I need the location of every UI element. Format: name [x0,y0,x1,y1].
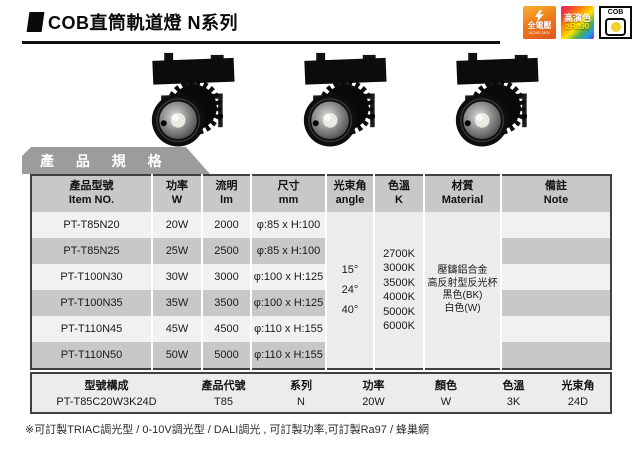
model-col-series: 系列 [266,373,336,394]
section-tab-specs: 產 品 規 格 [22,147,210,174]
model-val-composition: PT-T85C20W3K24D [31,394,181,413]
section-tab-label: 產 品 規 格 [40,152,171,169]
model-value-row: PT-T85C20W3K24D T85 N 20W W 3K 24D [31,394,611,413]
table-row: PT-T110N45 45W 4500 φ:110 x H:155 [31,316,611,342]
table-row: PT-T100N30 30W 3000 φ:100 x H:125 [31,264,611,290]
cell-lumen: 5000 [201,342,251,369]
table-row: PT-T110N50 50W 5000 φ:110 x H:155 [31,342,611,369]
cell-model: PT-T110N45 [31,316,152,342]
cell-material: 壓鑄鋁合金 高反射型反光杯 黑色(BK) 白色(W) [423,212,501,369]
customization-note: ※可訂製TRIAC調光型 / 0-10V調光型 / DALI調光 , 可訂製功率… [25,424,430,436]
cell-lumen: 3000 [201,264,251,290]
cell-size: φ:100 x H:125 [250,290,326,316]
cell-note [500,342,611,369]
table-row: PT-T100N35 35W 3500 φ:100 x H:125 [31,290,611,316]
col-header-power: 功率 W [151,175,202,212]
model-col-power: 功率 [336,373,411,394]
cell-power: 50W [151,342,202,369]
full-voltage-label: 全電壓 [527,21,552,31]
cob-badge: COB [599,6,632,39]
cell-model: PT-T100N30 [31,264,152,290]
lightning-icon [534,10,544,23]
title-square-icon [26,12,45,32]
cri-value-label: ≥Ra90 [565,22,590,32]
col-header-lumen: 流明 lm [201,175,251,212]
cell-model: PT-T110N50 [31,342,152,369]
cell-size: φ:110 x H:155 [250,342,326,369]
model-val-color: W [411,394,481,413]
cell-power: 45W [151,316,202,342]
col-header-model: 產品型號 Item NO. [31,175,152,212]
model-val-angle: 24D [546,394,611,413]
cell-beam-angles: 15° 24° 40° [325,212,374,369]
model-header-row: 型號構成 產品代號 系列 功率 顏色 色溫 光束角 [31,373,611,394]
cell-model: PT-T100N35 [31,290,152,316]
page-title: COB直筒軌道燈 N系列 [48,13,238,33]
cell-size: φ:100 x H:125 [250,264,326,290]
cell-size: φ:85 x H:100 [250,212,326,238]
cell-note [500,238,611,264]
model-col-angle: 光束角 [546,373,611,394]
cob-label: COB [607,9,624,17]
cell-power: 30W [151,264,202,290]
track-light-image [128,44,248,148]
model-composition-table: 型號構成 產品代號 系列 功率 顏色 色溫 光束角 PT-T85C20W3K24… [30,372,612,414]
page-title-block: COB直筒軌道燈 N系列 [26,9,238,35]
model-val-cct: 3K [481,394,546,413]
cell-power: 35W [151,290,202,316]
cell-note [500,264,611,290]
model-col-cct: 色溫 [481,373,546,394]
high-cri-badge: 高演色 ≥Ra90 [561,6,594,39]
cell-note [500,290,611,316]
cob-chip-icon [605,17,626,36]
track-light-image [432,44,552,148]
table-row: PT-T85N20 20W 2000 φ:85 x H:100 15° 24° 40… [31,212,611,369]
cell-lumen: 2000 [201,212,251,238]
cell-lumen: 2500 [201,238,251,264]
cell-lumen: 4500 [201,316,251,342]
product-image-row [128,44,552,148]
spec-table: 產品型號 Item NO. 功率 W 流明 lm 尺寸 mm 光束角 angle 色溫 K … [30,174,612,370]
spec-header-row: 產品型號 Item NO. 功率 W 流明 lm 尺寸 mm 光束角 angle 色溫 K … [31,175,611,212]
cell-size: φ:110 x H:155 [250,316,326,342]
cell-lumen: 3500 [201,290,251,316]
table-row: PT-T85N25 25W 2500 φ:85 x H:100 [31,238,611,264]
cell-note [500,316,611,342]
col-header-angle: 光束角 angle [325,175,374,212]
cell-power: 20W [151,212,202,238]
full-voltage-badge: 全電壓 AC100-240V [523,6,556,39]
high-cri-label: 高演色 [563,12,591,23]
badge-group: 全電壓 AC100-240V 高演色 ≥Ra90 COB [523,6,632,39]
col-header-size: 尺寸 mm [250,175,326,212]
title-underline [22,41,500,44]
voltage-range-label: AC100-240V [529,30,550,35]
cell-model: PT-T85N20 [31,212,152,238]
col-header-note: 備註 Note [500,175,611,212]
model-val-code: T85 [181,394,266,413]
model-col-composition: 型號構成 [31,373,181,394]
col-header-cct: 色溫 K [373,175,424,212]
model-val-power: 20W [336,394,411,413]
cell-power: 25W [151,238,202,264]
model-val-series: N [266,394,336,413]
track-light-image [280,44,400,148]
cell-note [500,212,611,238]
col-header-material: 材質 Material [423,175,501,212]
cell-size: φ:85 x H:100 [250,238,326,264]
model-col-code: 產品代號 [181,373,266,394]
model-col-color: 顏色 [411,373,481,394]
cell-model: PT-T85N25 [31,238,152,264]
cell-color-temps: 2700K 3000K 3500K 4000K 5000K 6000K [373,212,424,369]
